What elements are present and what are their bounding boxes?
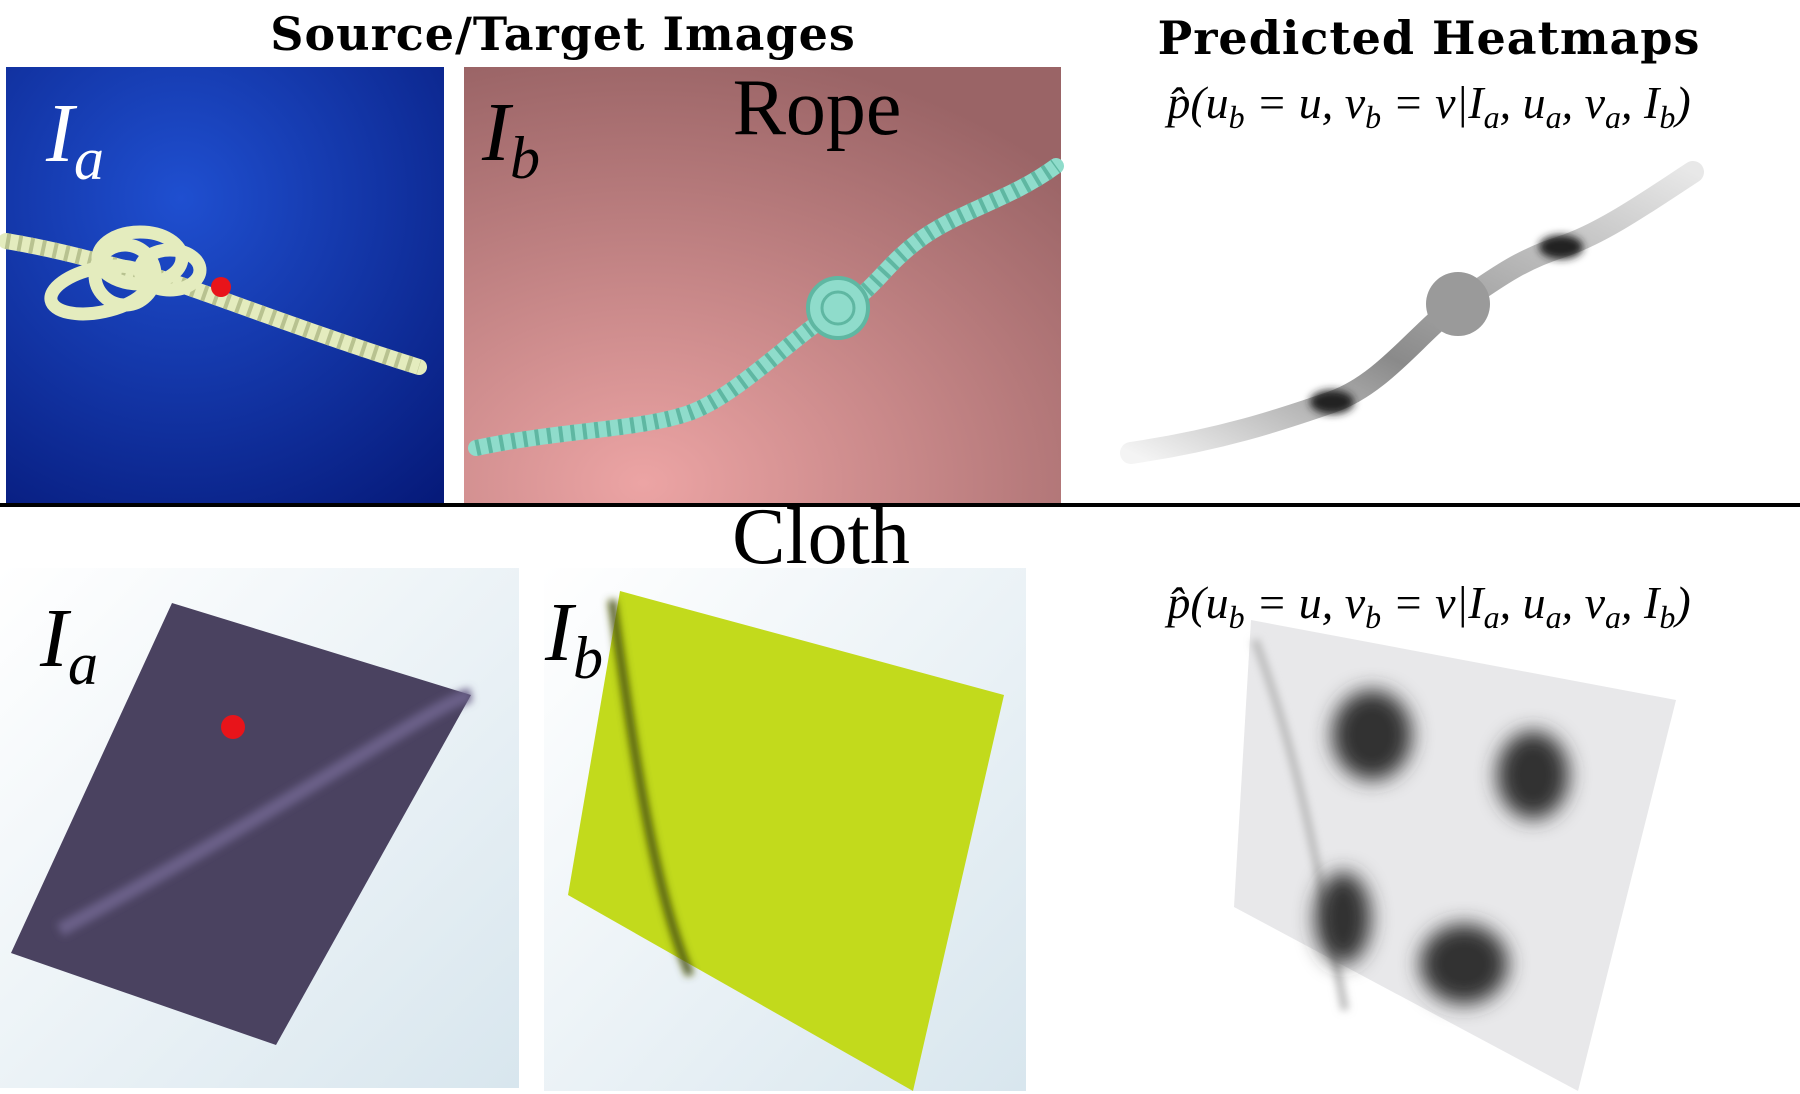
cloth-source-image [0,568,519,1088]
formula-part: , u [1500,77,1546,128]
formula-part: = u, v [1245,77,1366,128]
source-label-subscript: a [68,631,98,697]
formula-part: p̂(u [1164,77,1228,128]
target-label: Ib [481,86,540,191]
formula-subscript: b [1229,599,1245,635]
target-label: Ib [544,586,603,691]
rope-target-image [464,67,1064,505]
formula-part: = v|I [1381,577,1486,628]
formula-subscript: b [1365,99,1381,135]
target-label-subscript: b [573,625,603,691]
formula-subscript: a [1484,99,1500,135]
formula-part: = u, v [1245,577,1366,628]
row-label: Rope [733,64,902,152]
formula-part: , u [1500,577,1546,628]
source-label: Ia [39,592,98,697]
formula-subscript: b [1229,99,1245,135]
source-label-subscript: a [74,126,104,192]
formula-part: , v [1562,577,1606,628]
formula-subscript: b [1659,99,1675,135]
formula-subscript: a [1546,99,1562,135]
right-title: Predicted Heatmaps [1158,11,1701,65]
rope-source-image [0,67,444,505]
formula-subscript: a [1605,599,1621,635]
source-label-symbol: I [45,87,78,180]
left-title: Source/Target Images [270,7,856,61]
target-label-symbol: I [481,86,514,179]
formula-subscript: a [1605,99,1621,135]
formula-part: , I [1621,577,1662,628]
heatmap-formula: p̂(ub = u, vb = v|Ia, ua, va, Ib) [1164,77,1690,135]
formula-part: ) [1672,577,1690,628]
source-label: Ia [45,87,104,192]
target-label-subscript: b [510,125,540,191]
target-label-symbol: I [544,586,577,679]
formula-part: ) [1672,77,1690,128]
row-label: Cloth [732,493,910,581]
rope-heatmap [1079,67,1719,505]
formula-subscript: b [1365,599,1381,635]
source-label-symbol: I [39,592,72,685]
heatmap-formula: p̂(ub = u, vb = v|Ia, ua, va, Ib) [1164,577,1690,635]
formula-subscript: a [1484,599,1500,635]
formula-part: = v|I [1381,77,1486,128]
cloth-heatmap [1079,620,1719,1091]
formula-part: , I [1621,77,1662,128]
formula-subscript: b [1659,599,1675,635]
cloth-target-image [544,568,1026,1091]
formula-part: p̂(u [1164,577,1228,628]
formula-part: , v [1562,77,1606,128]
formula-subscript: a [1546,599,1562,635]
